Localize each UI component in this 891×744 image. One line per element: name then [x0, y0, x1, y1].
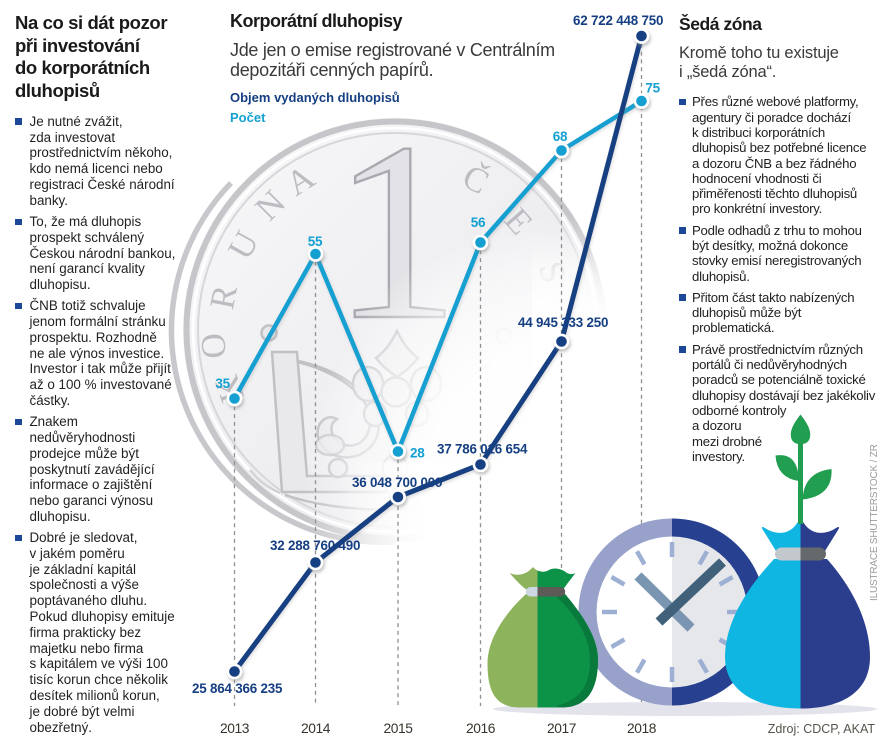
svg-text:62 722 448 750: 62 722 448 750 — [573, 13, 663, 28]
svg-text:35: 35 — [215, 376, 230, 391]
svg-text:2014: 2014 — [301, 721, 331, 736]
svg-text:56: 56 — [471, 215, 486, 230]
svg-text:75: 75 — [645, 81, 660, 96]
svg-text:32 288 760 490: 32 288 760 490 — [270, 538, 360, 553]
svg-text:2013: 2013 — [220, 721, 250, 736]
svg-text:2018: 2018 — [627, 721, 657, 736]
svg-text:37 786 016 654: 37 786 016 654 — [437, 442, 528, 457]
svg-text:68: 68 — [553, 129, 568, 144]
svg-text:2015: 2015 — [384, 721, 414, 736]
svg-text:36 048 700 000: 36 048 700 000 — [352, 475, 442, 490]
svg-text:55: 55 — [308, 234, 323, 249]
svg-text:44 945 333 250: 44 945 333 250 — [518, 315, 608, 330]
svg-text:2017: 2017 — [547, 721, 576, 736]
svg-text:25 864 366 235: 25 864 366 235 — [192, 681, 283, 696]
svg-text:28: 28 — [410, 446, 425, 461]
svg-text:2016: 2016 — [466, 721, 496, 736]
